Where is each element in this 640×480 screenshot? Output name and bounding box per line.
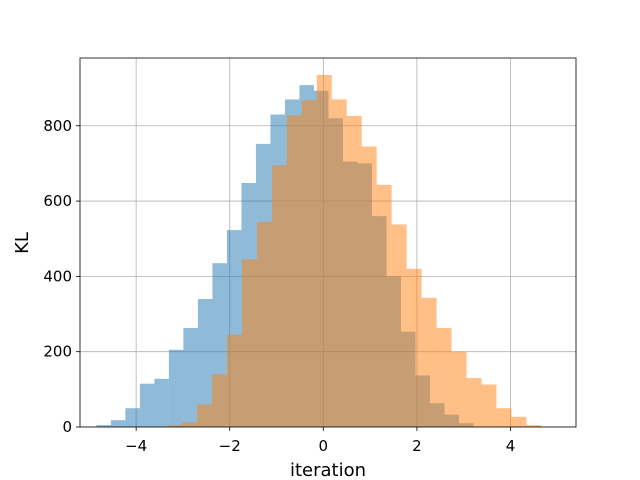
y-tick-label: 600 xyxy=(43,192,72,210)
x-tick-label: 2 xyxy=(412,437,422,455)
histogram-bar-series-2 xyxy=(316,74,332,427)
histogram-bar-series-1 xyxy=(183,327,198,427)
histogram-bar-series-2 xyxy=(346,115,362,427)
histogram-bar-series-2 xyxy=(436,327,452,427)
histogram-bar-series-2 xyxy=(256,221,272,427)
x-tick-label: −4 xyxy=(125,437,147,455)
histogram-bar-series-2 xyxy=(421,297,437,427)
x-axis-label: iteration xyxy=(290,460,366,480)
histogram-bar-series-1 xyxy=(154,378,169,427)
histogram-bar-series-2 xyxy=(406,268,422,427)
axis-ticks: −4 −2 0 2 4 0 200 400 600 800 xyxy=(43,117,515,455)
histogram-bar-series-2 xyxy=(182,422,197,427)
y-axis-label: KL xyxy=(12,232,33,254)
histogram-bar-series-1 xyxy=(139,383,155,427)
histogram-bar-series-1 xyxy=(96,425,111,427)
axes-frame xyxy=(79,57,577,428)
histogram-bar-series-1 xyxy=(168,349,184,427)
y-tick-label: 400 xyxy=(43,267,72,285)
histogram-bar-series-2 xyxy=(331,99,347,427)
histogram-bar-series-2 xyxy=(361,146,377,428)
histogram-bar-series-1 xyxy=(110,420,126,427)
histogram-bar-series-2 xyxy=(511,416,527,427)
histogram-bar-series-2 xyxy=(167,425,183,427)
histogram-bar-series-1 xyxy=(197,298,213,427)
y-tick-label: 0 xyxy=(62,418,72,436)
y-tick-label: 200 xyxy=(43,343,72,361)
histogram-bar-series-2 xyxy=(301,100,317,428)
histogram-bars xyxy=(96,74,542,428)
histogram-bar-series-2 xyxy=(481,384,497,427)
histogram-bar-series-2 xyxy=(496,408,512,427)
histogram-bar-series-2 xyxy=(196,404,212,427)
histogram-bar-series-2 xyxy=(211,374,227,427)
x-tick-label: 0 xyxy=(319,437,329,455)
histogram-bar-series-2 xyxy=(526,425,542,427)
x-tick-label: 4 xyxy=(506,437,516,455)
histogram-bar-series-2 xyxy=(226,334,242,427)
histogram-bar-series-2 xyxy=(271,165,287,427)
histogram-bar-series-2 xyxy=(241,259,257,427)
y-tick-label: 800 xyxy=(43,117,72,135)
histogram-bar-series-1 xyxy=(125,408,140,427)
x-tick-label: −2 xyxy=(219,437,241,455)
histogram-bar-series-2 xyxy=(466,378,482,427)
histogram-bar-series-2 xyxy=(376,184,392,427)
histogram-bar-series-2 xyxy=(451,351,467,427)
histogram-bar-series-2 xyxy=(286,115,302,427)
histogram-bar-series-2 xyxy=(391,224,407,427)
